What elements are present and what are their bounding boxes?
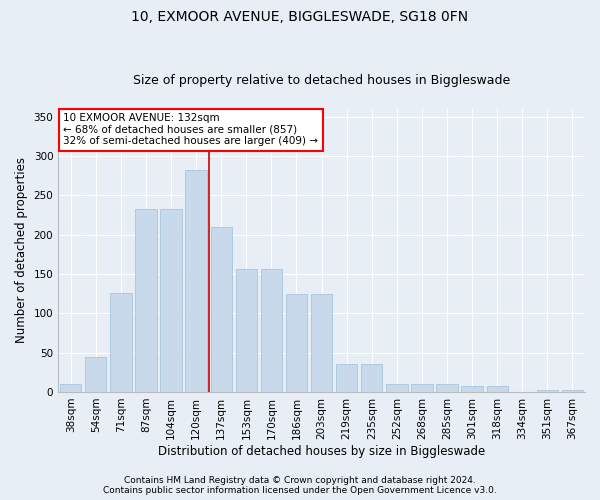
Bar [361,364,382,392]
Bar [336,364,358,392]
Bar [110,293,131,392]
Bar [160,209,182,392]
Text: 10, EXMOOR AVENUE, BIGGLESWADE, SG18 0FN: 10, EXMOOR AVENUE, BIGGLESWADE, SG18 0FN [131,10,469,24]
Bar [60,384,82,392]
Bar [487,386,508,392]
Bar [311,294,332,392]
Bar [211,227,232,392]
Bar [436,384,458,392]
Bar [286,294,307,392]
Title: Size of property relative to detached houses in Biggleswade: Size of property relative to detached ho… [133,74,510,87]
X-axis label: Distribution of detached houses by size in Biggleswade: Distribution of detached houses by size … [158,444,485,458]
Bar [236,270,257,392]
Bar [411,384,433,392]
Y-axis label: Number of detached properties: Number of detached properties [15,158,28,344]
Bar [261,268,282,392]
Bar [461,386,483,392]
Bar [386,384,407,392]
Bar [136,209,157,392]
Text: 10 EXMOOR AVENUE: 132sqm
← 68% of detached houses are smaller (857)
32% of semi-: 10 EXMOOR AVENUE: 132sqm ← 68% of detach… [64,113,319,146]
Text: Contains HM Land Registry data © Crown copyright and database right 2024.
Contai: Contains HM Land Registry data © Crown c… [103,476,497,495]
Bar [185,170,207,392]
Bar [562,390,583,392]
Bar [85,356,106,392]
Bar [537,390,558,392]
